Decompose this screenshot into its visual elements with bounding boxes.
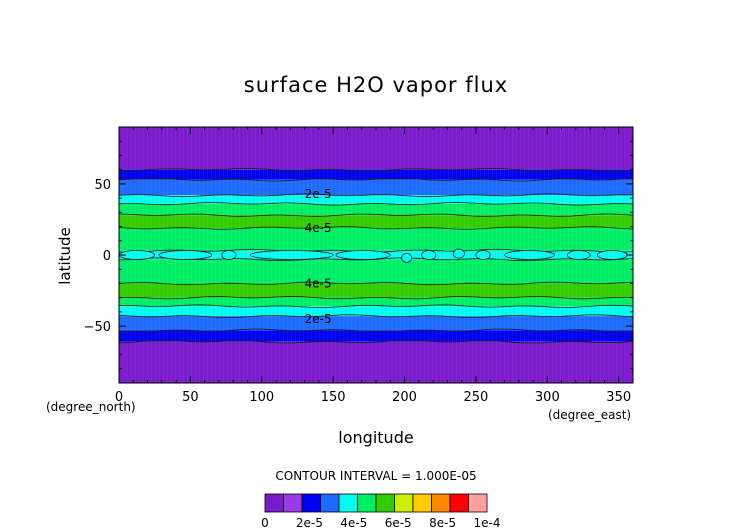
contour-band	[119, 215, 633, 228]
contour-interval-text: CONTOUR INTERVAL = 1.000E-05	[275, 469, 476, 483]
y-tick-label: 50	[94, 178, 111, 193]
contour-band	[119, 127, 633, 170]
contour-band	[119, 203, 633, 216]
colorbar-tick-label: 4e-5	[340, 516, 367, 530]
contour-line	[118, 281, 633, 286]
equatorial-patch	[401, 252, 413, 263]
contour-line	[118, 167, 634, 172]
contour-line	[118, 340, 634, 344]
y-axis-label: latitude	[56, 227, 74, 285]
equatorial-patch	[596, 250, 628, 260]
contour-line	[118, 226, 634, 230]
contour-line	[118, 296, 634, 300]
equatorial-patch	[158, 250, 213, 260]
contour-label: 4e-5	[305, 221, 332, 235]
contour-band	[119, 227, 633, 251]
contour-band	[119, 283, 633, 298]
equatorial-patch	[566, 250, 591, 260]
colorbar-swatch	[412, 493, 432, 513]
contour-line	[119, 304, 634, 308]
colorbar: 0 2e-5 4e-5 6e-5 8e-5 1e-4	[261, 493, 501, 530]
colorbar-swatch	[431, 493, 451, 513]
contour-label: 2e-5	[305, 187, 332, 201]
x-tick-label: 200	[392, 390, 417, 405]
colorbar-swatch	[301, 493, 321, 513]
equatorial-patch	[475, 250, 491, 260]
x-tick-label: 250	[464, 390, 489, 405]
x-tick-label: 100	[249, 390, 274, 405]
colorbar-tick-label: 0	[261, 516, 269, 530]
x-tick-label: 350	[606, 390, 631, 405]
colorbar-swatch	[283, 493, 303, 513]
contour-line	[118, 193, 634, 198]
colorbar-swatch	[338, 493, 358, 513]
chart-title: surface H2O vapor flux	[244, 73, 508, 97]
contour-band	[119, 316, 633, 331]
y-axis-units: (degree_north)	[46, 400, 136, 414]
colorbar-swatch	[320, 493, 340, 513]
contour-line	[118, 328, 634, 333]
contour-label: 2e-5	[305, 312, 332, 326]
x-tick-label: 50	[182, 390, 199, 405]
colorbar-swatch	[468, 493, 488, 513]
y-tick-label: −50	[84, 320, 111, 335]
colorbar-swatch	[375, 493, 395, 513]
equatorial-patch	[249, 250, 334, 260]
x-tick-label: 300	[535, 390, 560, 405]
contour-band	[119, 259, 633, 284]
x-axis-label: longitude	[338, 428, 413, 447]
contour-band	[119, 179, 633, 196]
equatorial-patch	[335, 250, 391, 260]
contour-line	[118, 213, 634, 217]
x-tick-label: 0	[115, 390, 123, 405]
colorbar-swatch	[449, 493, 469, 513]
colorbar-tick-label: 2e-5	[296, 516, 323, 530]
contour-band	[119, 306, 633, 317]
contour-line	[118, 202, 634, 206]
x-axis-units: (degree_east)	[548, 408, 631, 422]
equatorial-patch	[452, 248, 465, 259]
equatorial-patch	[421, 250, 437, 260]
x-tick-label: 150	[321, 390, 346, 405]
colorbar-swatch	[264, 493, 284, 513]
colorbar-tick-label: 8e-5	[429, 516, 456, 530]
colorbar-tick-label: 6e-5	[385, 516, 412, 530]
colorbar-tick-label: 1e-4	[474, 516, 501, 530]
contour-band	[119, 195, 633, 204]
y-tick-label: 0	[103, 249, 111, 264]
contour-band	[119, 169, 633, 180]
colorbar-swatch	[394, 493, 414, 513]
contour-line	[118, 314, 634, 319]
plot-area: 2e-5 4e-5 4e-5 2e-5 0 50 100 150 200 250 300 350 −50…	[84, 126, 634, 405]
equatorial-patch	[221, 250, 237, 260]
contour-band	[119, 297, 633, 307]
contour-label: 4e-5	[305, 276, 332, 290]
contour-band	[119, 330, 633, 342]
equatorial-patch	[504, 250, 555, 260]
colorbar-swatch	[357, 493, 377, 513]
contour-line	[118, 177, 634, 182]
